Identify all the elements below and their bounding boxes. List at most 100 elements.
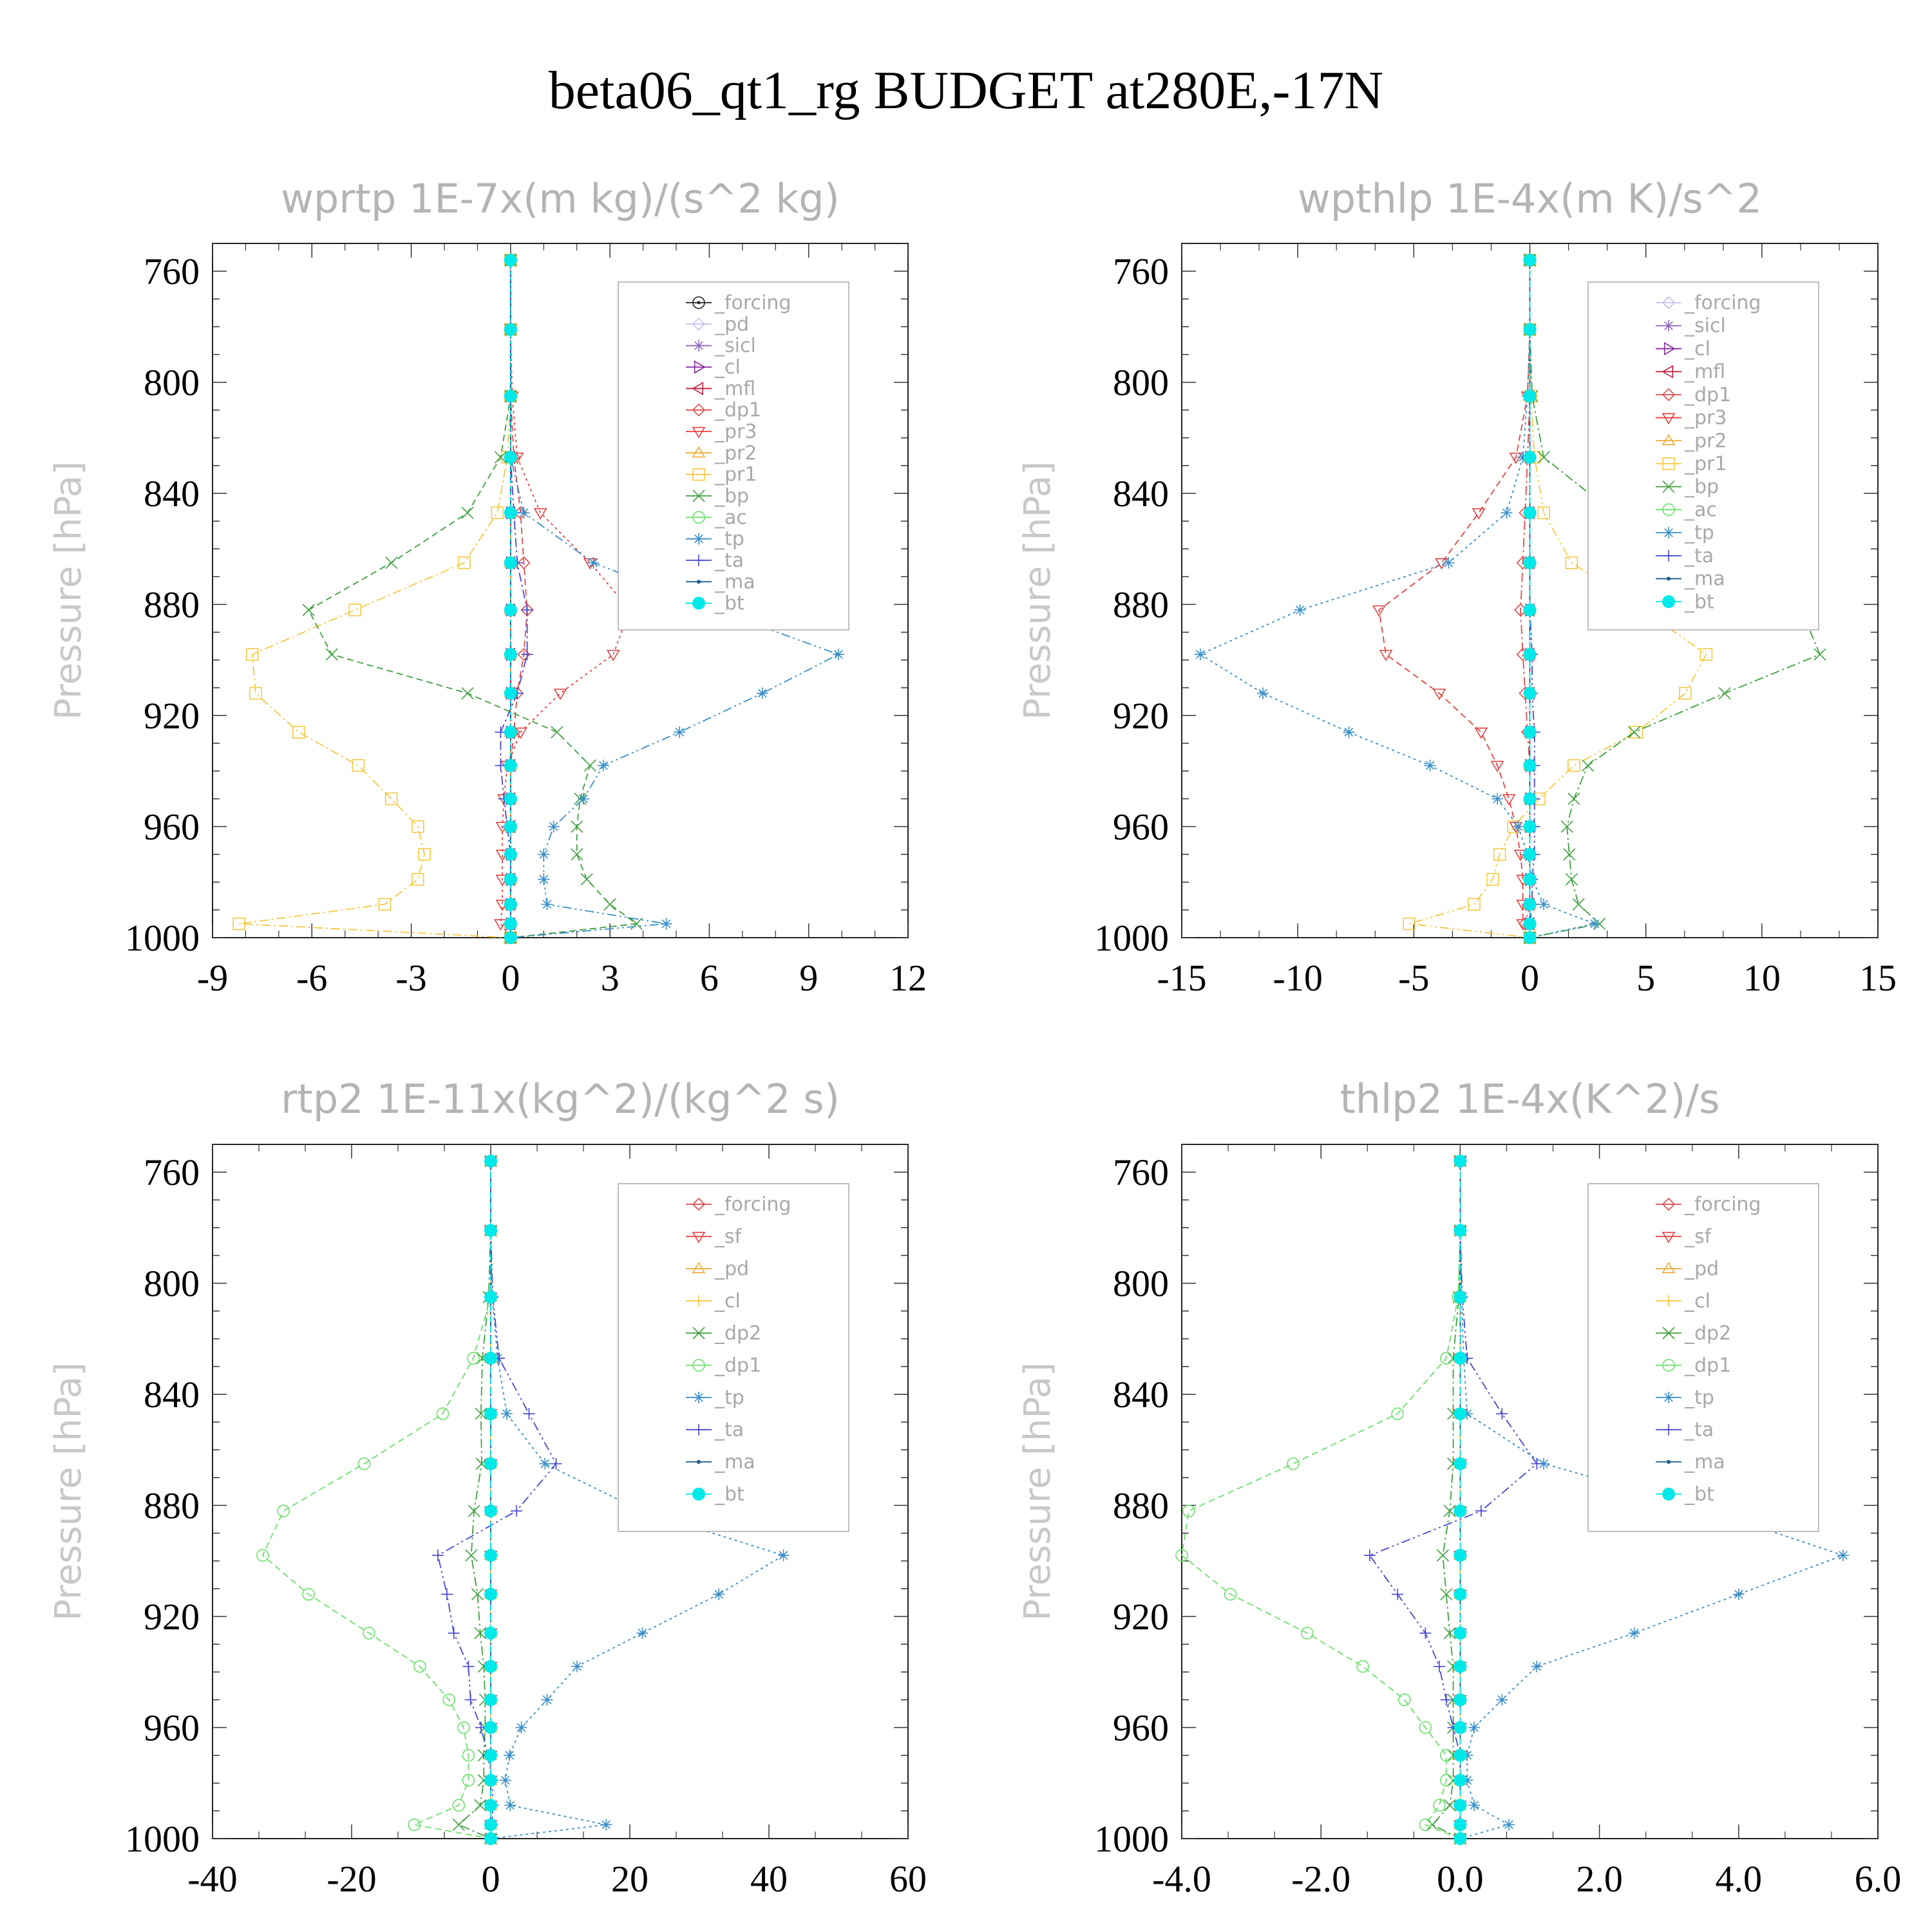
series-line (1529, 260, 1821, 938)
data-point (302, 603, 315, 616)
data-point (587, 556, 600, 569)
data-point (494, 919, 507, 931)
x-tick-label: -20 (327, 1858, 376, 1900)
data-point (348, 603, 361, 616)
data-point (1563, 848, 1576, 861)
legend-marker (692, 1231, 706, 1244)
x-tick-label: -4.0 (1152, 1858, 1211, 1900)
data-point (1523, 687, 1537, 700)
x-tick-label: 15 (1859, 957, 1897, 999)
data-point (408, 1818, 421, 1832)
legend-label: _pr2 (1684, 430, 1727, 452)
data-point (1523, 648, 1537, 661)
legend-item: _dp1 (686, 399, 761, 422)
data-point (1391, 1407, 1404, 1421)
data-point (475, 1407, 488, 1420)
data-point (1436, 1549, 1449, 1562)
legend-item: _pr1 (686, 464, 757, 486)
legend-marker (1663, 342, 1676, 355)
data-point (1454, 1549, 1467, 1562)
data-point (484, 1457, 497, 1470)
data-point (603, 898, 616, 911)
series-line (1431, 1160, 1461, 1839)
legend-marker (1662, 457, 1675, 470)
data-point (458, 556, 471, 569)
series-line (437, 1160, 557, 1839)
legend-item: _sf (1656, 1226, 1712, 1248)
legend-item: _ac (686, 506, 747, 529)
series-line (500, 260, 631, 938)
data-point (499, 1774, 511, 1786)
legend-item: _forcing (686, 292, 791, 314)
data-point (484, 1504, 497, 1518)
y-tick-label: 920 (144, 695, 200, 737)
y-axis-label: Pressure [hPa] (1017, 461, 1059, 720)
x-tick-label: -6 (296, 957, 327, 999)
panel-title: wpthlp 1E-4x(m K)/s^2 (1298, 175, 1762, 222)
data-point (1194, 649, 1206, 661)
data-point (1700, 648, 1713, 661)
data-point (474, 1627, 487, 1640)
data-point (580, 873, 593, 886)
legend-item: _cl (1656, 337, 1710, 360)
y-tick-label: 840 (144, 473, 200, 515)
legend-item: _pr2 (686, 442, 757, 464)
series-bp (302, 254, 643, 944)
data-point (1503, 1819, 1515, 1831)
data-point (553, 688, 567, 701)
x-tick-label: 5 (1636, 957, 1655, 999)
x-tick-label: 4.0 (1716, 1858, 1763, 1900)
data-point (1523, 556, 1537, 569)
y-axis-label: Pressure [hPa] (48, 461, 90, 720)
data-point (352, 759, 365, 772)
data-point (551, 726, 564, 739)
data-point (484, 1721, 497, 1734)
legend-item: _ta (1656, 1419, 1714, 1441)
data-point (475, 1457, 488, 1470)
data-point (630, 917, 643, 931)
y-tick-label: 800 (144, 1263, 200, 1305)
data-point (484, 1549, 497, 1562)
data-point (578, 793, 589, 805)
data-point (571, 1660, 583, 1672)
data-point (1531, 1457, 1543, 1470)
legend-label: _ta (714, 549, 744, 572)
x-tick-label: 3 (601, 957, 620, 999)
legend-marker (692, 1488, 705, 1501)
legend-label: _sicl (1684, 315, 1726, 337)
data-point (713, 1588, 725, 1600)
legend-item: _forcing (1656, 1193, 1761, 1216)
data-point (504, 323, 517, 336)
chart-panel-4: thlp2 1E-4x(K^2)/s 760 800 840 880 920 960 1000… (1017, 1075, 1901, 1900)
data-point (448, 1627, 460, 1639)
legend-label: _pr3 (1684, 407, 1727, 430)
data-point (484, 1291, 497, 1304)
data-point (491, 506, 504, 520)
page-title: beta06_qt1_rg BUDGET at280E,-17N (548, 61, 1384, 120)
panel-title: rtp2 1E-11x(kg^2)/(kg^2 s) (281, 1075, 840, 1122)
legend-label: _mfl (714, 377, 755, 400)
data-point (1468, 1721, 1481, 1734)
data-point (1419, 1627, 1432, 1639)
legend-marker (1662, 503, 1675, 516)
legend-marker (1662, 595, 1675, 609)
series-bt (1454, 1154, 1467, 1845)
legend-item: _tp (686, 1387, 744, 1409)
legend-marker (1662, 413, 1676, 425)
legend-marker (692, 403, 706, 417)
legend-label: _ma (714, 571, 755, 593)
data-point (452, 1799, 466, 1812)
data-point (1523, 603, 1537, 617)
data-point (484, 1774, 497, 1787)
x-tick-label: 9 (799, 957, 818, 999)
legend-marker (692, 296, 705, 309)
data-point (431, 1549, 444, 1562)
legend-marker (1662, 365, 1674, 379)
data-point (1300, 1627, 1314, 1640)
data-point (452, 1818, 465, 1832)
data-point (504, 917, 517, 931)
chart-panel-1: wprtp 1E-7x(m kg)/(s^2 kg) 760 800 840 880 92… (48, 175, 927, 999)
data-point (1403, 917, 1416, 931)
legend-item: _tp (1656, 1387, 1714, 1409)
data-point (1454, 1352, 1467, 1365)
